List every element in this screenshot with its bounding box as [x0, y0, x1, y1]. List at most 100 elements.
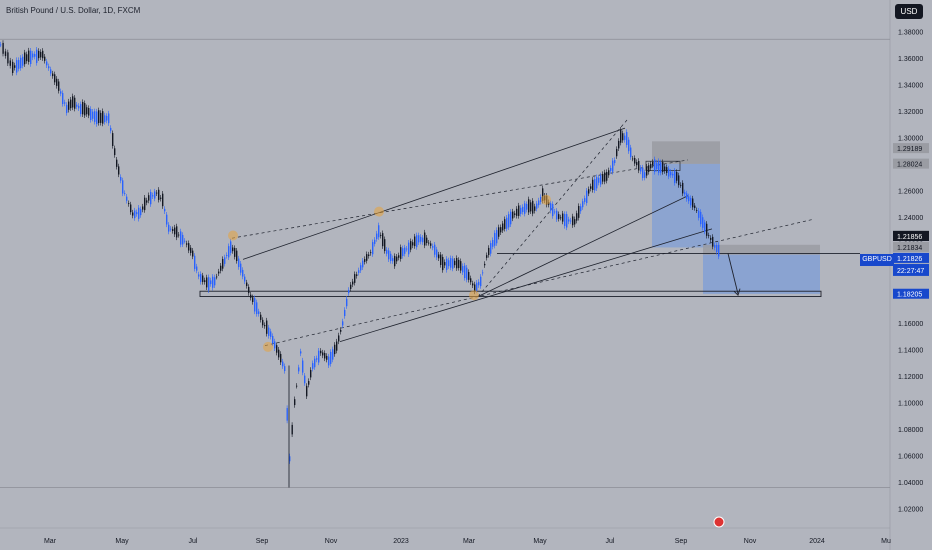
candle-body — [76, 104, 78, 107]
candle-body — [632, 158, 634, 160]
candle-body — [244, 276, 246, 282]
candle-body — [526, 203, 528, 210]
price-tag-bg — [893, 158, 929, 169]
candle-body — [410, 241, 412, 250]
candle-body — [136, 212, 138, 215]
candle-body — [498, 227, 500, 237]
candle-body — [718, 244, 720, 257]
candle-body — [18, 60, 20, 69]
x-tick-label: Sep — [256, 538, 269, 545]
candle-body — [116, 159, 118, 167]
candle-body — [460, 261, 462, 271]
candle-body — [524, 203, 526, 214]
candle-body — [636, 162, 638, 166]
candle-body — [400, 247, 402, 259]
candle-body — [264, 325, 266, 327]
event-flag-icon — [713, 516, 725, 528]
candle-body — [404, 247, 406, 254]
candle-body — [364, 259, 366, 262]
candle-body — [106, 115, 108, 121]
candle-body — [694, 205, 696, 208]
y-tick-label: 1.08000 — [898, 427, 923, 434]
candle-body — [650, 164, 652, 169]
candle-body — [424, 232, 426, 246]
candle-body — [444, 262, 446, 266]
candle-body — [210, 280, 212, 285]
price-tag-label: 1.21856 — [897, 234, 922, 241]
candle-body — [494, 232, 496, 246]
pivot-marker — [263, 341, 273, 352]
candle-body — [280, 353, 282, 363]
candle-body — [198, 274, 200, 277]
candle-body — [360, 265, 362, 271]
stop-box — [652, 163, 720, 248]
candle-body — [294, 399, 296, 406]
candle-body — [320, 350, 322, 354]
candle-body — [90, 108, 92, 120]
candle-body — [382, 233, 384, 247]
y-tick-label: 1.24000 — [898, 215, 923, 222]
candle-body — [236, 250, 238, 261]
candle-body — [708, 235, 710, 237]
candle-body — [662, 162, 664, 172]
candle-body — [388, 250, 390, 260]
candle-body — [312, 363, 314, 369]
candle-body — [154, 191, 156, 199]
candle-body — [518, 205, 520, 216]
candle-body — [468, 272, 470, 280]
candle-body — [612, 160, 614, 172]
candle-body — [46, 61, 48, 66]
candle-body — [436, 249, 438, 258]
candle-body — [32, 53, 34, 58]
candle-body — [2, 42, 4, 54]
candle-body — [258, 311, 260, 314]
candle-body — [246, 282, 248, 287]
candle-body — [268, 327, 270, 336]
candle-body — [580, 206, 582, 212]
candle-body — [214, 277, 216, 286]
candle-body — [418, 235, 420, 243]
risk-box — [703, 244, 820, 255]
y-tick-label: 1.36000 — [898, 56, 923, 63]
candle-body — [310, 369, 312, 378]
candle-body — [600, 175, 602, 185]
candle-body — [158, 189, 160, 200]
candle-body — [440, 254, 442, 266]
candle-body — [390, 253, 392, 261]
candle-body — [408, 242, 410, 255]
reward-box — [703, 254, 820, 294]
candle-body — [450, 258, 452, 268]
candle-body — [622, 133, 624, 141]
candle-body — [204, 280, 206, 283]
candle-body — [66, 104, 68, 113]
candle-body — [262, 319, 264, 326]
candle-body — [130, 204, 132, 213]
candle-body — [356, 274, 358, 276]
candle-body — [702, 217, 704, 228]
candle-body — [44, 56, 46, 61]
candle-body — [656, 162, 658, 169]
target-box — [652, 141, 720, 164]
candle-body — [182, 234, 184, 245]
candle-body — [200, 274, 202, 282]
currency-button[interactable]: USD — [895, 4, 923, 19]
x-tick-label: Jul — [189, 538, 198, 545]
candle-body — [308, 381, 310, 385]
candle-body — [230, 241, 232, 253]
y-tick-label: 1.30000 — [898, 135, 923, 142]
candle-body — [618, 140, 620, 149]
y-tick-label: 1.04000 — [898, 480, 923, 487]
candle-body — [140, 209, 142, 216]
candle-body — [56, 78, 58, 86]
candle-body — [704, 222, 706, 232]
candle-body — [638, 160, 640, 171]
candle-body — [60, 91, 62, 94]
price-tag-label: 1.28024 — [897, 162, 922, 169]
candle-body — [482, 272, 484, 274]
candle-body — [68, 101, 70, 110]
candle-body — [174, 227, 176, 235]
candle-body — [134, 210, 136, 219]
pivot-marker — [469, 290, 479, 301]
